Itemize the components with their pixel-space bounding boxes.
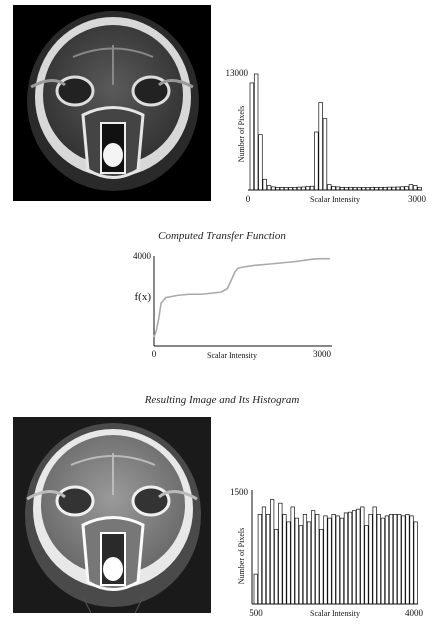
y-axis-label: Number of Pixels (237, 528, 246, 584)
histogram-bar (327, 184, 332, 191)
histogram-bar (290, 506, 295, 605)
histogram-bar (413, 521, 418, 605)
histogram-bar (314, 131, 319, 191)
histogram-bar (331, 514, 336, 605)
histogram-bar (318, 102, 323, 191)
histogram-bar (311, 510, 316, 605)
histogram-bar (372, 506, 377, 605)
y-tick-label: 1500 (230, 487, 249, 497)
histogram-bar (294, 517, 299, 605)
histogram-bar (262, 178, 267, 191)
histogram-bar (319, 528, 324, 605)
x-tick-label-max: 4000 (405, 608, 424, 618)
histogram-bar (360, 506, 365, 605)
histogram-bar (286, 521, 291, 605)
histogram-bar (380, 517, 385, 605)
histogram-bar (401, 515, 406, 605)
result-caption: Resulting Image and Its Histogram (144, 394, 300, 406)
histogram-bar (327, 517, 332, 605)
x-axis-label: Scalar Intensity (310, 195, 360, 204)
histogram-bar (257, 514, 262, 605)
histogram-bar (364, 525, 369, 605)
x-tick-label-max: 3000 (313, 349, 332, 359)
histogram-bar (388, 514, 394, 605)
histogram-bar (253, 73, 259, 191)
histogram-bar (408, 184, 414, 191)
histogram-bar (261, 506, 267, 605)
histogram-bar (249, 82, 255, 191)
transfer-function-chart: 4000 f(x) 0 3000 Scalar Intensity (133, 251, 332, 360)
y-tick-label: 13000 (226, 68, 249, 78)
y-axis-label: f(x) (135, 291, 152, 303)
resulting-ct-image (13, 417, 211, 613)
original-histogram-bars (249, 73, 422, 191)
histogram-bar (322, 118, 328, 191)
histogram-bar (306, 521, 312, 605)
original-ct-image (13, 5, 211, 201)
histogram-bar (305, 186, 310, 191)
y-axis-label: Number of Pixels (237, 106, 246, 162)
result-histogram-bars (253, 499, 418, 605)
histogram-bar (335, 515, 340, 605)
transfer-function-curve (153, 257, 330, 338)
histogram-bar (376, 514, 381, 605)
histogram-bar (352, 510, 357, 605)
histogram-bar (356, 508, 361, 605)
histogram-bar (253, 573, 258, 605)
histogram-bar (302, 514, 308, 605)
histogram-bar (265, 514, 271, 605)
x-tick-label-min: 0 (246, 194, 251, 204)
histogram-bar (347, 511, 353, 605)
histogram-bar (339, 517, 344, 605)
histogram-bar (258, 134, 263, 191)
x-tick-label-min: 0 (152, 349, 157, 359)
histogram-bar (413, 185, 418, 191)
histogram-bar (331, 186, 336, 191)
histogram-bar (309, 185, 315, 191)
result-histogram-chart: 1500 500 4000 Scalar Intensity Number of… (230, 487, 424, 618)
histogram-bar (397, 514, 402, 605)
histogram-bar (298, 525, 303, 605)
histogram-bar (409, 515, 414, 605)
original-histogram-chart: 13000 0 3000 Scalar Intensity Number of … (226, 68, 427, 204)
histogram-bar (404, 186, 409, 191)
histogram-bar (274, 528, 279, 605)
histogram-bar (384, 515, 390, 605)
x-tick-label-max: 3000 (408, 194, 427, 204)
histogram-bar (393, 514, 398, 605)
histogram-bar (282, 514, 287, 605)
y-tick-label: 4000 (133, 251, 152, 261)
x-axis-label: Scalar Intensity (207, 351, 257, 360)
histogram-bar (278, 502, 283, 605)
histogram-bar (266, 185, 272, 191)
histogram-bar (368, 514, 373, 605)
histogram-bar (270, 499, 275, 605)
x-tick-label-min: 500 (249, 608, 263, 618)
x-axis-label: Scalar Intensity (310, 609, 360, 618)
histogram-bar (343, 512, 349, 605)
histogram-bar (315, 514, 320, 605)
histogram-bar (323, 515, 328, 605)
histogram-bar (405, 514, 410, 605)
transfer-function-caption: Computed Transfer Function (158, 230, 286, 242)
